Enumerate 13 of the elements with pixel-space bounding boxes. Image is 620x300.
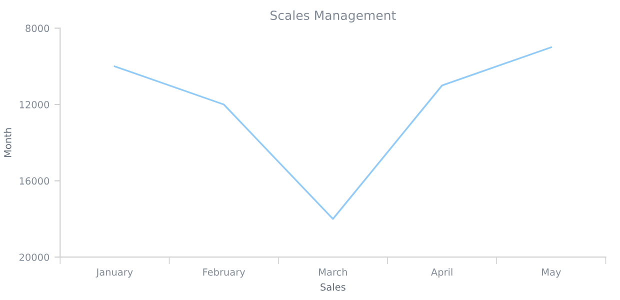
y-tick-label: 12000 (20, 100, 50, 108)
y-tick-label: 16000 (20, 177, 50, 185)
chart-title: Scales Management (270, 10, 396, 22)
line-series (114, 46, 552, 220)
y-tick-label: 20000 (20, 254, 50, 261)
x-tick-label: January (96, 268, 133, 278)
x-axis-title: Sales (320, 283, 346, 291)
x-tick-label: February (203, 268, 246, 278)
x-tick-label: May (542, 268, 561, 278)
x-tick-label: April (431, 268, 452, 278)
y-axis-title: Month (4, 128, 12, 157)
y-tick-label: 8000 (26, 24, 50, 32)
x-tick-label: March (319, 268, 347, 276)
